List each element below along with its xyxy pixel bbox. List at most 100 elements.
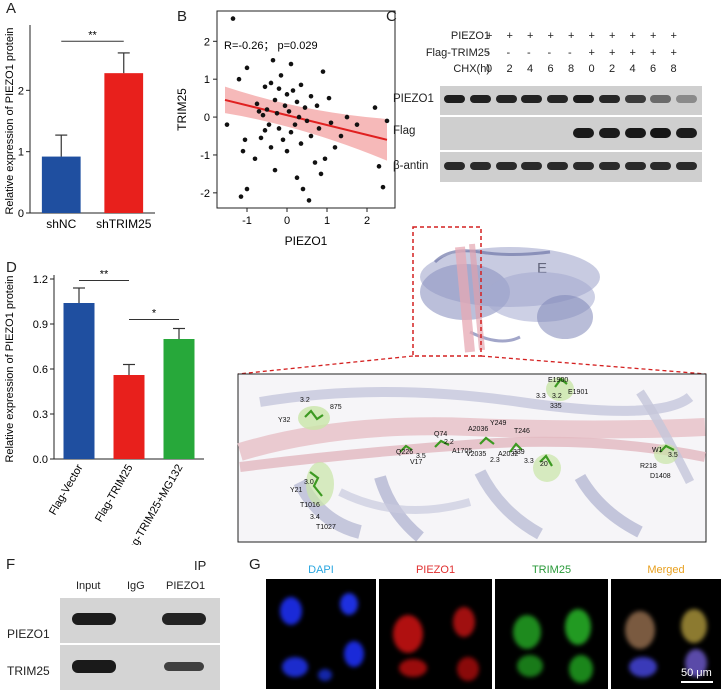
panel-c-blot: [440, 86, 702, 182]
scatter-point: [266, 122, 272, 127]
header-cell: +: [506, 30, 513, 42]
row-label-chx: CHX(h): [453, 63, 490, 75]
residue-label: W1: [652, 447, 663, 454]
scatter-point: [252, 156, 258, 162]
scatter-point: [302, 105, 308, 110]
col-igg: IgG: [127, 580, 145, 592]
residue-label: Y32: [278, 417, 291, 424]
scatter-point: [230, 16, 236, 21]
ip-label-piezo1: PIEZO1: [7, 627, 50, 641]
blot-label-piezo1: PIEZO1: [393, 93, 434, 105]
header-cell: 6: [547, 63, 554, 75]
header-cell: +: [588, 30, 595, 42]
scatter-point: [308, 133, 314, 139]
scatter-point: [270, 57, 276, 63]
scatter-point: [258, 135, 264, 141]
blot-band-piezo1: [547, 95, 569, 103]
header-cell: 2: [506, 63, 513, 75]
y-tick-label: 2: [204, 36, 210, 48]
header-cell: 8: [568, 63, 575, 75]
residue-label: V17: [410, 459, 423, 466]
residue-label: 3.0: [304, 479, 314, 486]
residue-label: A2036: [468, 426, 488, 433]
residue-label: 3.2: [552, 393, 562, 400]
residue-label: 339: [513, 449, 525, 456]
y-tick-label: 0.3: [33, 409, 48, 421]
residue-label: A2032: [498, 451, 518, 458]
header-cell: +: [670, 30, 677, 42]
blot-band-actin: [547, 162, 569, 170]
y-tick-label: 0: [204, 112, 210, 124]
residue-label: E1900: [548, 377, 568, 384]
scatter-point: [268, 145, 274, 150]
residue-label: 3.5: [416, 453, 426, 460]
x-tick-label: shNC: [46, 217, 76, 231]
bar: [63, 303, 95, 459]
scatter-point: [262, 84, 268, 90]
scatter-point: [260, 112, 266, 118]
significance-marker: **: [88, 29, 97, 41]
header-cell: +: [629, 30, 636, 42]
scatter-point: [332, 145, 338, 150]
header-cell: -: [506, 46, 511, 59]
residue-label: 3.4: [310, 514, 320, 521]
image-piezo1: [379, 579, 492, 689]
ip-label: IP: [194, 558, 207, 573]
scatter-point: [320, 69, 326, 74]
scatter-point: [338, 133, 344, 139]
blot-band-flag: [598, 128, 620, 138]
scatter-point: [272, 97, 278, 103]
header-cell: 0: [588, 63, 595, 75]
residue-label: Y21: [290, 487, 303, 494]
scatter-point: [262, 128, 268, 133]
scatter-point: [318, 171, 324, 177]
scatter-point: [268, 80, 274, 86]
scatter-point: [282, 103, 288, 109]
residue-label: E1901: [568, 389, 588, 396]
header-cell: +: [568, 30, 575, 42]
blot-band-actin: [598, 162, 620, 170]
channel-title-merged: Merged: [647, 564, 685, 576]
significance-marker: *: [152, 308, 157, 320]
scatter-point: [240, 148, 246, 154]
plot-frame: [216, 10, 396, 209]
scatter-point: [308, 93, 314, 99]
scatter-point: [300, 186, 306, 192]
y-tick-label: 0.9: [33, 319, 48, 331]
scatter-point: [284, 148, 290, 154]
residue-label: Q74: [434, 431, 447, 438]
structure-overview: [412, 226, 600, 357]
residue-label: T246: [514, 428, 530, 435]
scatter-point: [298, 141, 304, 146]
scatter-point: [292, 122, 298, 127]
bar: [163, 339, 195, 459]
header-cell: 4: [527, 63, 534, 75]
blot-band-flag: [573, 128, 594, 138]
scatter-point: [316, 126, 322, 131]
header-cell: +: [650, 30, 657, 42]
blot-band-actin: [495, 162, 517, 170]
scale-bar: [681, 681, 713, 683]
scatter-point: [238, 194, 244, 199]
scatter-point: [354, 122, 360, 127]
x-tick-label: -1: [242, 215, 252, 227]
blot-band-flag: [650, 128, 672, 138]
scatter-point: [384, 118, 390, 124]
header-cell: +: [547, 30, 554, 42]
channel-title-dapi: DAPI: [308, 564, 334, 576]
header-cell: 0: [486, 63, 493, 75]
scatter-point: [322, 156, 328, 162]
image-merged: 50 μm: [611, 579, 721, 689]
y-tick-label: 2: [18, 85, 24, 97]
residue-label: R218: [640, 463, 657, 470]
scatter-point: [372, 105, 378, 110]
y-tick-label: 1: [18, 147, 24, 159]
header-cell: +: [609, 30, 616, 42]
image-trim25: [495, 579, 608, 689]
scatter-point: [344, 114, 350, 120]
panel-b-scatter-plot: -1 0 1 2 2 1 0 -1 -2 R=-0.26； p=0.029 PIEZO1 TRIM25: [175, 10, 396, 248]
residue-label: 2.2: [444, 439, 454, 446]
residue-label: Y249: [490, 420, 506, 427]
x-tick-label: shTRIM25: [96, 217, 152, 231]
scatter-point: [244, 186, 250, 192]
